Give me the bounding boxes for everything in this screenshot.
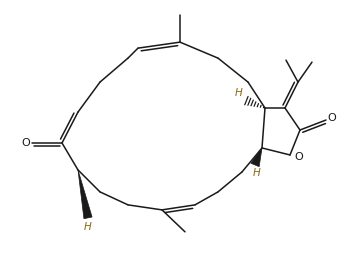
Polygon shape	[78, 170, 92, 219]
Text: H: H	[235, 88, 242, 98]
Text: O: O	[328, 113, 336, 123]
Text: O: O	[294, 152, 303, 162]
Text: H: H	[253, 168, 261, 178]
Text: H: H	[84, 222, 92, 232]
Polygon shape	[251, 148, 262, 167]
Text: O: O	[21, 138, 30, 148]
